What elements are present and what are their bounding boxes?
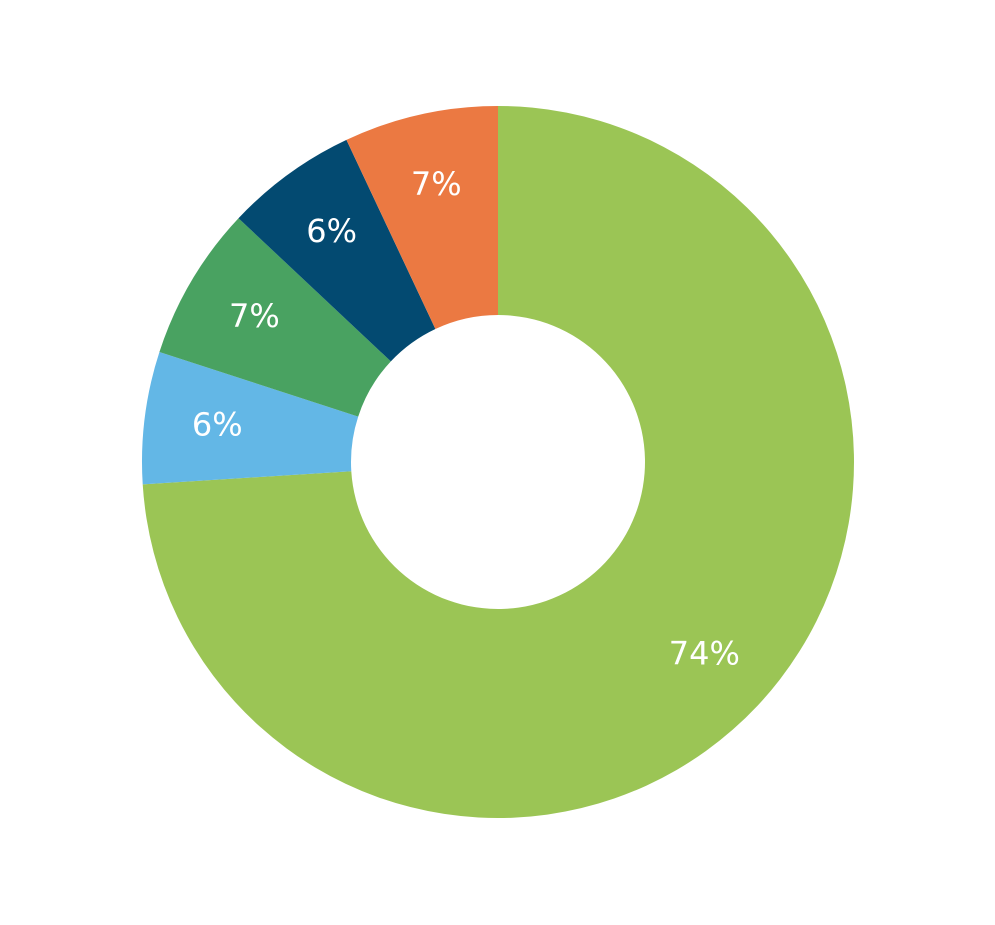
slice-label-2: 7% — [229, 297, 280, 335]
slice-label-0: 74% — [669, 635, 740, 673]
donut-slice-4 — [346, 106, 498, 329]
labels-layer: 74% 6% 7% 6% 7% — [192, 165, 740, 673]
donut-slice-1 — [142, 351, 359, 485]
slice-label-1: 6% — [192, 406, 243, 444]
donut-slice-0 — [142, 106, 855, 818]
donut-slice-2 — [159, 218, 391, 417]
slice-label-3: 6% — [306, 212, 357, 250]
slices-layer — [142, 106, 855, 818]
slice-label-4: 7% — [411, 165, 462, 203]
donut-slice-3 — [238, 139, 436, 362]
